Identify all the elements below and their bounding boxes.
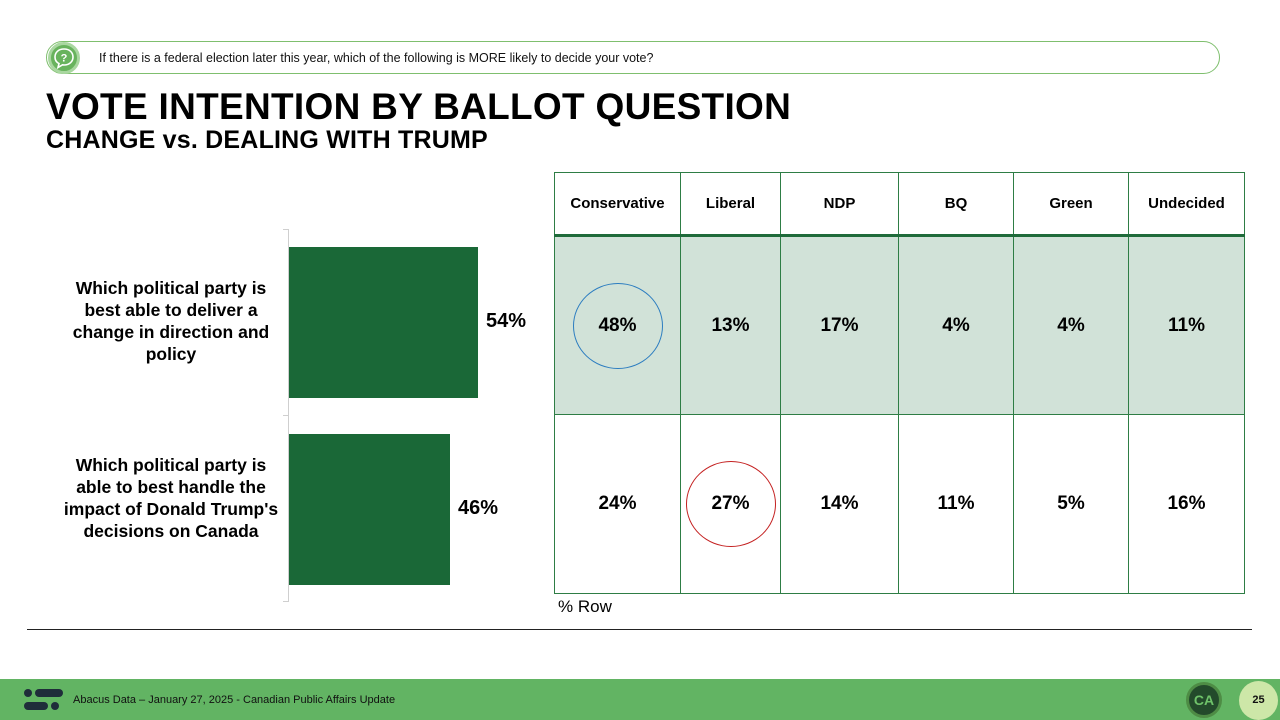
column-header-liberal: Liberal: [680, 172, 781, 236]
cell-value: 4%: [1057, 314, 1085, 336]
cell-value: 48%: [598, 314, 637, 336]
column-header-green: Green: [1013, 172, 1129, 236]
table-row-change: 48% 13% 17% 4% 4% 11%: [554, 235, 1245, 415]
table-cell: 14%: [780, 414, 899, 594]
ca-badge: CA: [1186, 682, 1222, 718]
cell-value: 4%: [942, 314, 970, 336]
column-header-conservative: Conservative: [554, 172, 681, 236]
cell-value: 27%: [711, 493, 750, 514]
page-title: VOTE INTENTION BY BALLOT QUESTION: [46, 86, 792, 127]
cell-value: 11%: [1168, 314, 1205, 336]
ca-badge-label: CA: [1193, 692, 1215, 708]
cell-value: 24%: [598, 493, 637, 514]
category-label: Which political party is able to best ha…: [63, 455, 279, 541]
table-cell: 48%: [554, 235, 681, 415]
table-header-row: Conservative Liberal NDP BQ Green Undeci…: [554, 172, 1245, 236]
svg-text:?: ?: [61, 53, 68, 65]
cell-value: 11%: [937, 493, 975, 514]
table-cell: 16%: [1128, 414, 1245, 594]
table-cell: 5%: [1013, 414, 1129, 594]
question-bar: ? If there is a federal election later t…: [46, 41, 1220, 74]
bar-value-label: 54%: [486, 309, 527, 332]
table-cell: 13%: [680, 235, 781, 415]
table-cell: 24%: [554, 414, 681, 594]
column-header-undecided: Undecided: [1128, 172, 1245, 236]
axis-tick: [283, 601, 289, 602]
cell-value: 14%: [820, 493, 859, 514]
table-cell: 4%: [1013, 235, 1129, 415]
abacus-logo-icon: [24, 688, 64, 712]
cell-value: 17%: [820, 314, 859, 336]
cell-value: 13%: [711, 314, 750, 336]
page-number: 25: [1239, 681, 1278, 720]
column-header-ndp: NDP: [780, 172, 899, 236]
question-text: If there is a federal election later thi…: [99, 51, 654, 65]
table-row-trump: 24% 27% 14% 11% 5% 16%: [554, 414, 1245, 594]
axis-tick: [283, 229, 289, 230]
question-chat-icon: ?: [48, 42, 80, 74]
cell-value: 5%: [1057, 493, 1085, 514]
bar: [289, 434, 450, 585]
table-cell: 17%: [780, 235, 899, 415]
results-table: Conservative Liberal NDP BQ Green Undeci…: [554, 172, 1245, 594]
bar-value-label: 46%: [458, 496, 499, 519]
table-cell: 4%: [898, 235, 1014, 415]
table-note: % Row: [558, 597, 612, 616]
table-cell: 11%: [898, 414, 1014, 594]
table-cell: 11%: [1128, 235, 1245, 415]
bar-chart: Which political party is best able to de…: [0, 0, 560, 620]
cell-value: 16%: [1167, 493, 1206, 514]
axis-tick: [283, 415, 289, 416]
category-label: Which political party is best able to de…: [72, 278, 270, 364]
page-subtitle: CHANGE vs. DEALING WITH TRUMP: [46, 126, 488, 154]
divider: [27, 629, 1252, 630]
bar: [289, 247, 478, 398]
footer-text: Abacus Data – January 27, 2025 - Canadia…: [73, 694, 396, 706]
table-cell: 27%: [680, 414, 781, 594]
column-header-bq: BQ: [898, 172, 1014, 236]
footer: Abacus Data – January 27, 2025 - Canadia…: [0, 679, 1280, 720]
